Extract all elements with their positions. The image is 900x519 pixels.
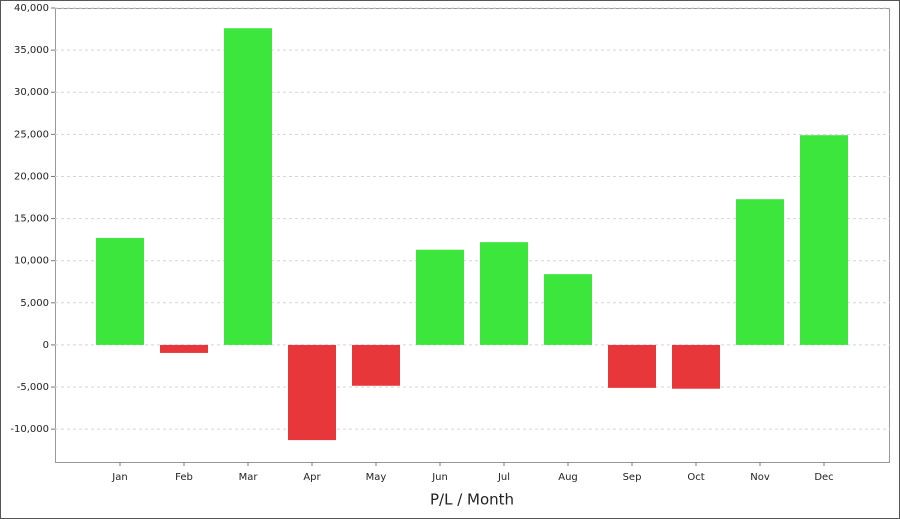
bar bbox=[800, 135, 848, 345]
x-tick-label: Jul bbox=[497, 472, 510, 483]
bar bbox=[352, 344, 400, 386]
y-tick-label: 25,000 bbox=[14, 129, 49, 140]
y-tick-label: 40,000 bbox=[14, 3, 49, 14]
y-tick-label: 35,000 bbox=[14, 45, 49, 56]
x-tick-label: Mar bbox=[239, 472, 259, 483]
bar bbox=[672, 344, 720, 389]
bar bbox=[288, 344, 336, 441]
y-tick-label: 30,000 bbox=[14, 87, 49, 98]
x-tick-label: Oct bbox=[687, 472, 704, 483]
x-tick-label: Sep bbox=[623, 472, 642, 483]
bar bbox=[96, 237, 144, 345]
x-axis-label: P/L / Month bbox=[430, 491, 514, 509]
bar bbox=[544, 274, 592, 345]
x-tick-label: Nov bbox=[750, 472, 770, 483]
x-tick-label: Jan bbox=[111, 472, 127, 483]
y-tick-label: -10,000 bbox=[10, 424, 49, 435]
x-tick-label: Dec bbox=[814, 472, 833, 483]
bar bbox=[416, 249, 464, 345]
bar bbox=[224, 28, 272, 345]
y-tick-label: 10,000 bbox=[14, 256, 49, 267]
x-tick-label: Apr bbox=[303, 472, 321, 483]
x-tick-label: Aug bbox=[558, 472, 578, 483]
y-tick-label: 5,000 bbox=[20, 298, 49, 309]
y-tick-label: 0 bbox=[43, 340, 49, 351]
bar bbox=[160, 344, 208, 353]
y-tick-label: 20,000 bbox=[14, 171, 49, 182]
y-tick-label: 15,000 bbox=[14, 214, 49, 225]
x-tick-label: Feb bbox=[175, 472, 193, 483]
bar bbox=[608, 344, 656, 388]
x-tick-label: May bbox=[366, 472, 387, 483]
y-tick-label: -5,000 bbox=[17, 382, 49, 393]
bar bbox=[736, 199, 784, 345]
x-tick-label: Jun bbox=[431, 472, 448, 483]
bar bbox=[480, 242, 528, 345]
